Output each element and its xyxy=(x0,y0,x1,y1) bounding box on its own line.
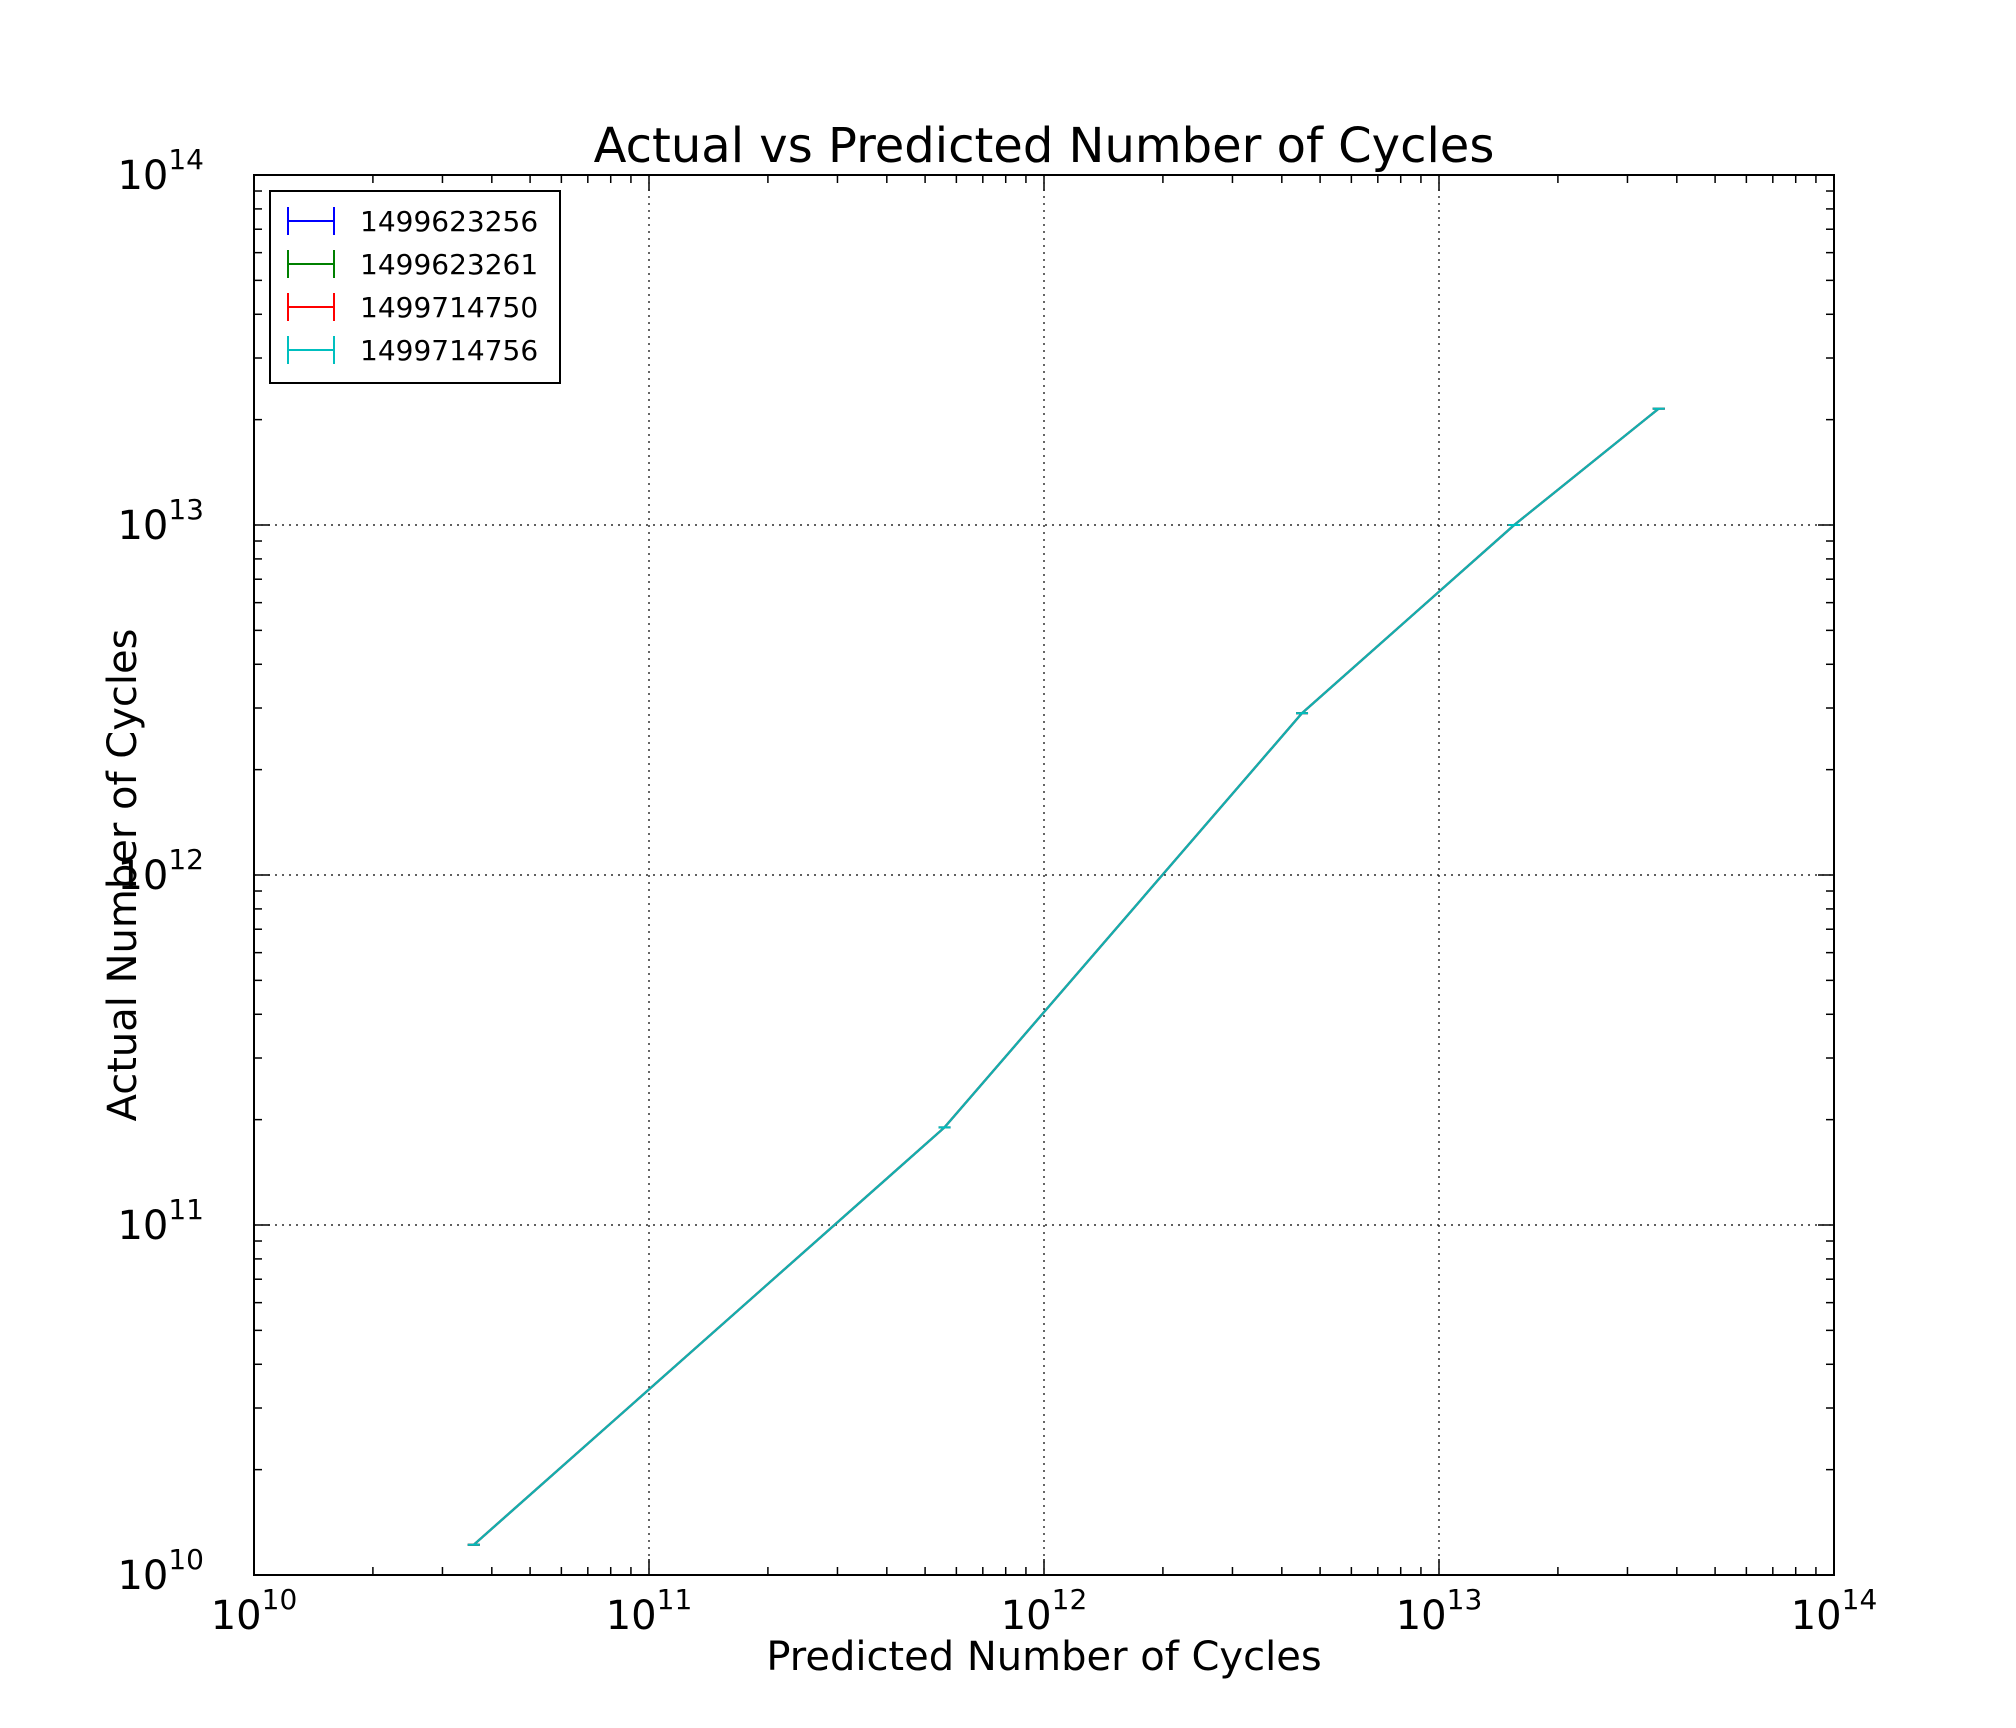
legend-label: 1499623261 xyxy=(360,248,538,281)
x-tick-label: 1011 xyxy=(606,1583,693,1639)
axis-ticks xyxy=(253,174,1835,1576)
y-tick-label-exponent: 13 xyxy=(168,493,204,526)
x-tick-label-base: 10 xyxy=(1396,1593,1447,1639)
y-tick-label-exponent: 12 xyxy=(168,843,204,876)
y-tick-label-exponent: 10 xyxy=(168,1543,204,1576)
x-tick-label: 1010 xyxy=(211,1583,298,1639)
y-tick-label-exponent: 14 xyxy=(168,143,204,176)
x-tick-label-base: 10 xyxy=(211,1593,262,1639)
x-tick-label-exponent: 13 xyxy=(1447,1583,1483,1616)
y-tick-label: 1012 xyxy=(117,843,204,899)
x-axis-label: Predicted Number of Cycles xyxy=(766,1634,1321,1680)
y-tick-label-base: 10 xyxy=(117,503,168,549)
y-tick-label: 1010 xyxy=(117,1543,204,1599)
series-lines xyxy=(467,407,1665,1546)
y-tick-label-base: 10 xyxy=(117,1203,168,1249)
y-tick-label-base: 10 xyxy=(117,153,168,199)
x-tick-label-exponent: 10 xyxy=(262,1583,298,1616)
x-tick-label: 1012 xyxy=(1001,1583,1088,1639)
x-tick-label-base: 10 xyxy=(1001,1593,1052,1639)
y-tick-label: 1014 xyxy=(117,143,204,199)
x-tick-label: 1013 xyxy=(1396,1583,1483,1639)
x-tick-label-exponent: 14 xyxy=(1842,1583,1878,1616)
x-tick-label-exponent: 12 xyxy=(1052,1583,1088,1616)
series-line xyxy=(472,407,1660,1546)
chart-title: Actual vs Predicted Number of Cycles xyxy=(594,118,1495,174)
x-tick-label: 1014 xyxy=(1791,1583,1878,1639)
legend-label: 1499623256 xyxy=(360,205,538,238)
legend-label: 1499714750 xyxy=(360,291,538,324)
y-axis-label: Actual Number of Cycles xyxy=(100,629,146,1122)
series-line xyxy=(472,407,1660,1546)
plot-frame xyxy=(253,174,1835,1576)
y-tick-label: 1013 xyxy=(117,493,204,549)
y-tick-label-base: 10 xyxy=(117,1553,168,1599)
y-tick-label: 1011 xyxy=(117,1193,204,1249)
x-tick-label-base: 10 xyxy=(606,1593,657,1639)
legend: 1499623256 1499623261 1499714750 1499714756 xyxy=(269,190,561,384)
legend-label: 1499714756 xyxy=(360,334,538,367)
x-tick-label-exponent: 11 xyxy=(657,1583,693,1616)
y-tick-label-exponent: 11 xyxy=(168,1193,204,1226)
series-line xyxy=(472,407,1660,1546)
x-tick-label-base: 10 xyxy=(1791,1593,1842,1639)
y-tick-label-base: 10 xyxy=(117,853,168,899)
series-line xyxy=(472,407,1660,1546)
grid-lines xyxy=(254,175,1834,1575)
